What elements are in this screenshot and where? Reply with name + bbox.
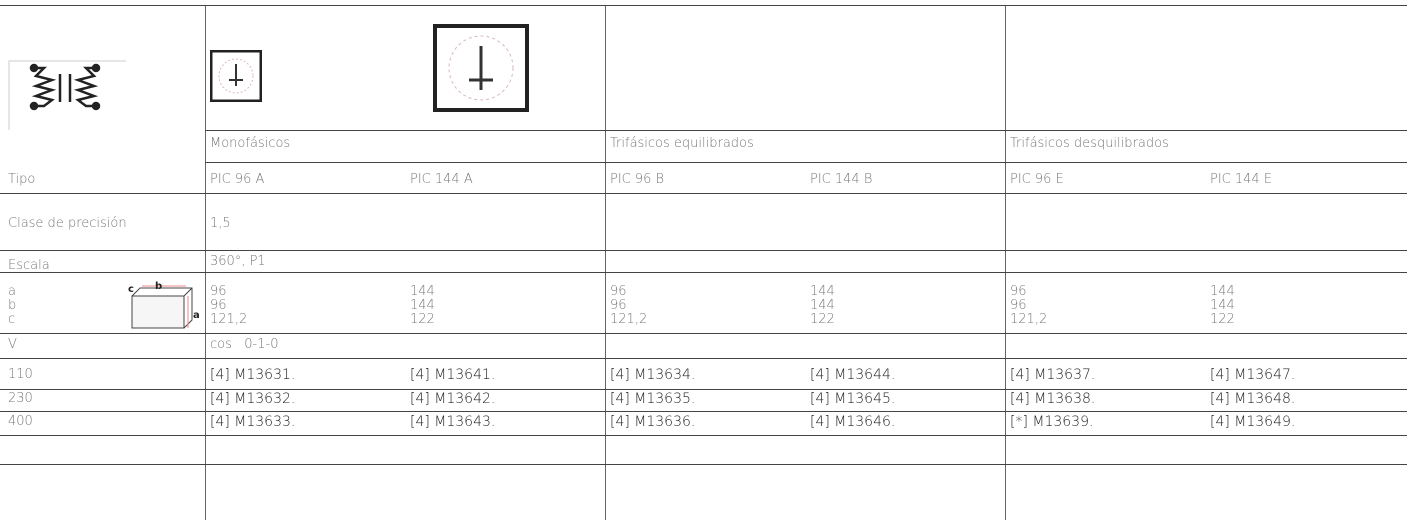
cube-diagram [131,285,193,329]
order-code: [4] M13631. [210,367,296,383]
meter-96-image [210,50,262,102]
row-value: cos 0-1-0 [210,337,279,352]
rule [0,411,1407,412]
type: PIC 96 E [1010,172,1064,187]
dimension-value: 122 [810,312,835,327]
voltage: 230 [8,391,33,406]
dimension-value: 121,2 [610,312,648,327]
order-code: [4] M13632. [210,391,296,407]
order-code: [4] M13646. [810,414,896,430]
rule [0,250,1407,251]
dimension-value: 122 [1210,312,1235,327]
order-code: [4] M13637. [1010,367,1096,383]
dimension-value: 144 [810,298,835,313]
type: PIC 144 B [810,172,873,187]
dimension-value: 121,2 [210,312,248,327]
order-code: [4] M13642. [410,391,496,407]
order-code: [4] M13634. [610,367,696,383]
order-code: [4] M13641. [410,367,496,383]
order-code: [4] M13643. [410,414,496,430]
dimension-label: a [8,284,16,299]
column-rule [205,5,206,520]
order-code: [4] M13638. [1010,391,1096,407]
dimension-label: c [8,312,16,327]
cube-label: c [128,284,134,295]
rule [0,435,1407,436]
rule [0,333,1407,334]
rule [0,389,1407,390]
type-label: Tipo [8,172,36,187]
order-code: [4] M13644. [810,367,896,383]
order-code: [4] M13633. [210,414,296,430]
voltage: 110 [8,367,33,382]
row-label: V [8,337,17,352]
transformer-icon [8,60,126,130]
dimension-value: 144 [1210,284,1235,299]
dimension-value: 96 [1010,284,1027,299]
dimension-label: b [8,298,17,313]
rule [0,464,1407,465]
dimension-value: 96 [610,284,627,299]
order-code: [4] M13649. [1210,414,1296,430]
row-value: 360°, P1 [210,254,266,269]
dimension-value: 122 [410,312,435,327]
type: PIC 144 A [410,172,473,187]
cube-label: b [155,281,163,292]
order-code: [4] M13636. [610,414,696,430]
rule [0,193,1407,194]
dimension-value: 121,2 [1010,312,1048,327]
meter-144-image [433,24,529,112]
order-code: [4] M13635. [610,391,696,407]
row-label: Escala [8,258,50,273]
type: PIC 96 A [210,172,265,187]
type: PIC 144 E [1210,172,1273,187]
voltage: 400 [8,414,33,429]
row-value: 1,5 [210,216,231,231]
rule [205,162,1407,163]
column-rule [605,5,606,520]
group-header: Monofásicos [210,136,291,151]
dimension-value: 96 [1010,298,1027,313]
group-header: Trifásicos desquilibrados [1010,136,1169,151]
dimension-value: 144 [410,298,435,313]
dimension-value: 144 [1210,298,1235,313]
order-code: [4] M13648. [1210,391,1296,407]
dimension-value: 96 [610,298,627,313]
type: PIC 96 B [610,172,665,187]
rule [205,130,1407,131]
row-label: Clase de precisión [8,216,127,231]
order-code: [*] M13639. [1010,414,1094,430]
order-code: [4] M13645. [810,391,896,407]
column-rule [1005,5,1006,520]
cube-label: a [193,310,200,321]
dimension-value: 144 [410,284,435,299]
rule [0,5,1407,6]
order-code: [4] M13647. [1210,367,1296,383]
group-header: Trifásicos equilibrados [610,136,754,151]
rule [0,272,1407,273]
rule [0,358,1407,359]
dimension-value: 144 [810,284,835,299]
dimension-value: 96 [210,284,227,299]
dimension-value: 96 [210,298,227,313]
